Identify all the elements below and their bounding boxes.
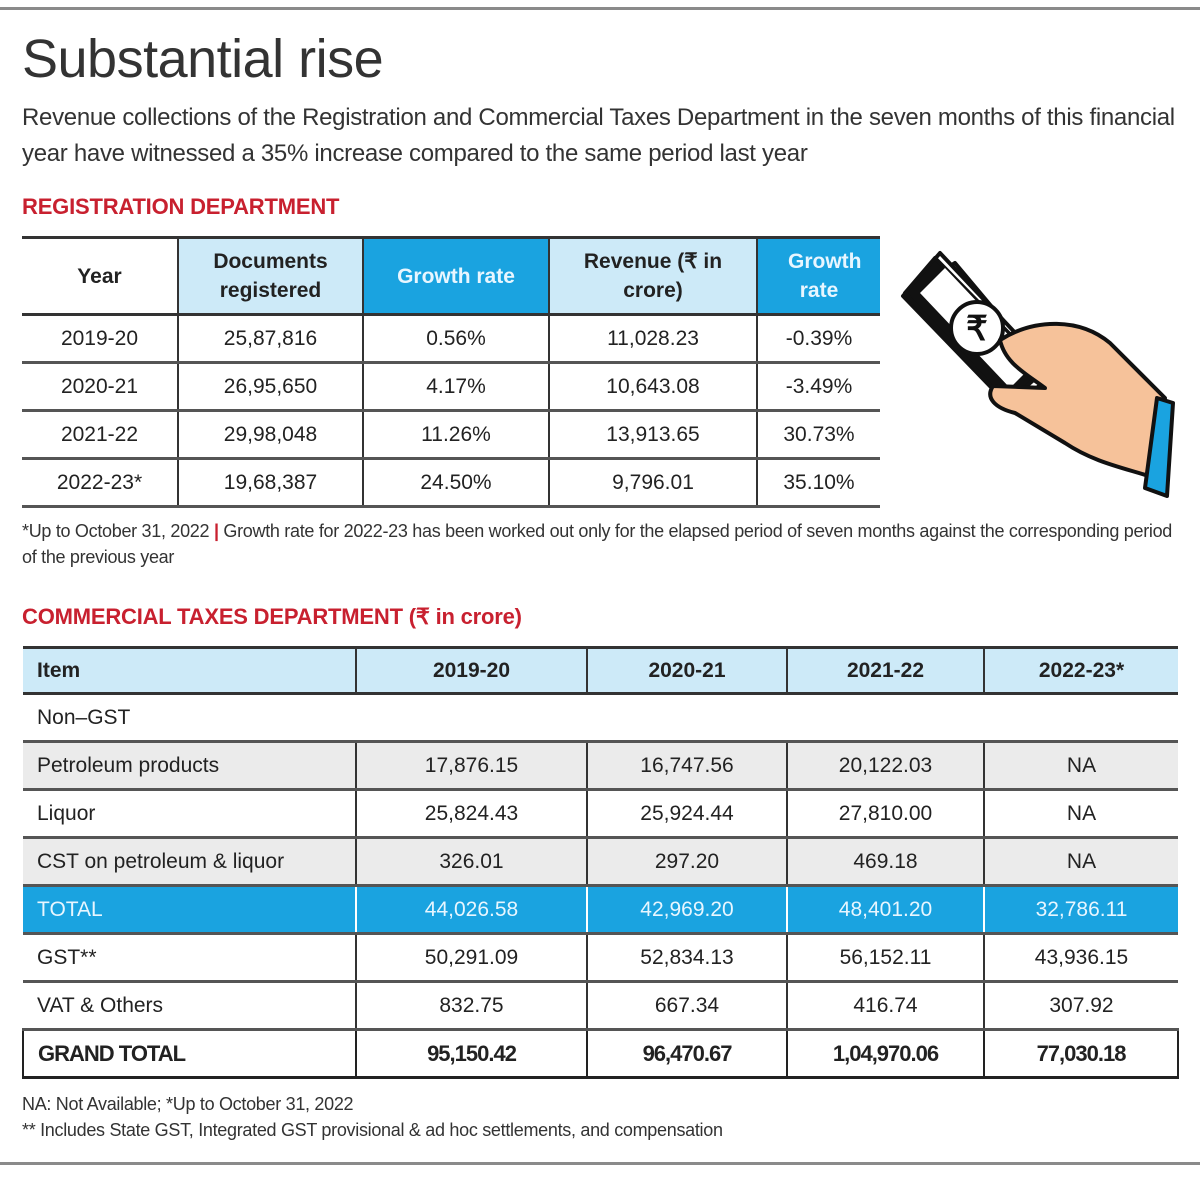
table-cell: 19,68,387 bbox=[177, 458, 363, 508]
table-cell: 2021-22 bbox=[22, 410, 178, 460]
table-row: 2022-23* 19,68,387 24.50% 9,796.01 35.10% bbox=[22, 458, 880, 508]
table-row: Petroleum products 17,876.15 16,747.56 20,1… bbox=[23, 741, 1178, 791]
table-cell: NA bbox=[983, 789, 1178, 839]
table-cell bbox=[587, 693, 787, 743]
table-cell: 16,747.56 bbox=[586, 741, 787, 791]
table-cell: 832.75 bbox=[355, 981, 587, 1031]
table-cell bbox=[984, 693, 1178, 743]
table-cell: 17,876.15 bbox=[355, 741, 587, 791]
table-row: 2021-22 29,98,048 11.26% 13,913.65 30.73% bbox=[22, 410, 880, 460]
table-cell: 32,786.11 bbox=[983, 885, 1178, 935]
table-cell: 29,98,048 bbox=[177, 410, 363, 460]
table-row: TOTAL 44,026.58 42,969.20 48,401.20 32,786.1… bbox=[23, 885, 1178, 935]
hand-holding-rupee-notes-icon: ₹ bbox=[901, 251, 1175, 498]
column-header: 2019-20 bbox=[355, 646, 587, 695]
column-header: Item bbox=[23, 646, 356, 695]
table-row: Non–GST bbox=[23, 693, 1178, 743]
table-cell: 48,401.20 bbox=[786, 885, 984, 935]
table-cell: 307.92 bbox=[983, 981, 1178, 1031]
commercial-table: Item 2019-20 2020-21 2021-22 2022-23* Non–GS… bbox=[22, 646, 1179, 1079]
table-cell: 1,04,970.06 bbox=[786, 1028, 985, 1079]
table-cell: 11,028.23 bbox=[548, 314, 757, 364]
table-cell: 2019-20 bbox=[22, 314, 178, 364]
table-cell: 667.34 bbox=[586, 981, 787, 1031]
column-header: 2022-23* bbox=[983, 646, 1178, 695]
commercial-heading: COMMERCIAL TAXES DEPARTMENT (₹ in crore) bbox=[22, 604, 522, 629]
table-row: Liquor 25,824.43 25,924.44 27,810.00 NA bbox=[23, 789, 1178, 839]
table-cell: NA bbox=[983, 741, 1178, 791]
table-cell: 56,152.11 bbox=[786, 933, 984, 983]
table-cell: Liquor bbox=[23, 789, 356, 839]
table-cell: CST on petroleum & liquor bbox=[23, 837, 356, 887]
registration-heading: REGISTRATION DEPARTMENT bbox=[22, 194, 340, 219]
table-cell: 0.56% bbox=[362, 314, 549, 364]
table-cell: GST** bbox=[23, 933, 356, 983]
table-cell: 4.17% bbox=[362, 362, 549, 412]
table-cell: 26,95,650 bbox=[177, 362, 363, 412]
table-row: VAT & Others 832.75 667.34 416.74 307.92 bbox=[23, 981, 1178, 1031]
column-header: 2021-22 bbox=[786, 646, 984, 695]
table-cell: 52,834.13 bbox=[586, 933, 787, 983]
page-title: Substantial rise bbox=[22, 29, 384, 89]
table-row: CST on petroleum & liquor 326.01 297.20 469… bbox=[23, 837, 1178, 887]
table-cell: 95,150.42 bbox=[355, 1028, 588, 1079]
table-cell: Petroleum products bbox=[23, 741, 356, 791]
rupee-symbol: ₹ bbox=[966, 310, 988, 348]
table-cell: 43,936.15 bbox=[983, 933, 1178, 983]
table-cell: 2022-23* bbox=[22, 458, 178, 508]
table-cell: 9,796.01 bbox=[548, 458, 757, 508]
table-cell: 20,122.03 bbox=[786, 741, 984, 791]
table-row: 2020-21 26,95,650 4.17% 10,643.08 -3.49% bbox=[22, 362, 880, 412]
table-cell: 2020-21 bbox=[22, 362, 178, 412]
table-cell: 24.50% bbox=[362, 458, 549, 508]
table-cell: 297.20 bbox=[586, 837, 787, 887]
registration-table: Year Documents registered Growth rate Reven… bbox=[22, 236, 880, 508]
column-header: Year bbox=[22, 236, 178, 316]
table-cell: 44,026.58 bbox=[355, 885, 587, 935]
table-cell: -3.49% bbox=[756, 362, 880, 412]
table-cell: 25,924.44 bbox=[586, 789, 787, 839]
registration-footnote: *Up to October 31, 2022 | Growth rate fo… bbox=[22, 518, 1182, 570]
table-cell: 35.10% bbox=[756, 458, 880, 508]
table-cell: 10,643.08 bbox=[548, 362, 757, 412]
commercial-footnote-2: ** Includes State GST, Integrated GST pr… bbox=[22, 1120, 723, 1140]
table-cell: 42,969.20 bbox=[586, 885, 787, 935]
table-cell: -0.39% bbox=[756, 314, 880, 364]
table-cell: 30.73% bbox=[756, 410, 880, 460]
table-cell: TOTAL bbox=[23, 885, 356, 935]
footnote-growth-note: Growth rate for 2022-23 has been worked … bbox=[22, 521, 1173, 567]
table-cell: 326.01 bbox=[355, 837, 587, 887]
table-cell bbox=[356, 693, 587, 743]
table-cell: VAT & Others bbox=[23, 981, 356, 1031]
table-cell: 469.18 bbox=[786, 837, 984, 887]
table-cell: 50,291.09 bbox=[355, 933, 587, 983]
column-header: Revenue (₹ in crore) bbox=[548, 236, 757, 316]
table-cell: 96,470.67 bbox=[586, 1028, 788, 1079]
column-header: Growth rate bbox=[756, 236, 880, 316]
column-header: Growth rate bbox=[362, 236, 549, 316]
table-cell: 27,810.00 bbox=[786, 789, 984, 839]
table-cell: NA bbox=[983, 837, 1178, 887]
column-header: 2020-21 bbox=[586, 646, 787, 695]
table-row: 2019-20 25,87,816 0.56% 11,028.23 -0.39% bbox=[22, 314, 880, 364]
subtitle: Revenue collections of the Registration … bbox=[22, 104, 1175, 167]
bottom-rule bbox=[0, 1162, 1200, 1165]
commercial-footnote-1: NA: Not Available; *Up to October 31, 20… bbox=[22, 1094, 354, 1114]
table-row: GRAND TOTAL 95,150.42 96,470.67 1,04,970.06… bbox=[22, 1028, 1179, 1079]
footnote-date: *Up to October 31, 2022 bbox=[22, 521, 210, 541]
table-cell: Non–GST bbox=[23, 693, 356, 743]
top-rule bbox=[0, 7, 1200, 10]
table-row: GST** 50,291.09 52,834.13 56,152.11 43,936.1… bbox=[23, 933, 1178, 983]
column-header: Documents registered bbox=[177, 236, 363, 316]
table-cell: 77,030.18 bbox=[983, 1028, 1179, 1079]
table-cell: 13,913.65 bbox=[548, 410, 757, 460]
table-cell: 416.74 bbox=[786, 981, 984, 1031]
table-cell: GRAND TOTAL bbox=[22, 1028, 357, 1079]
table-cell: 25,824.43 bbox=[355, 789, 587, 839]
table-cell bbox=[787, 693, 984, 743]
footnote-separator: | bbox=[213, 521, 219, 541]
table-cell: 11.26% bbox=[362, 410, 549, 460]
table-cell: 25,87,816 bbox=[177, 314, 363, 364]
